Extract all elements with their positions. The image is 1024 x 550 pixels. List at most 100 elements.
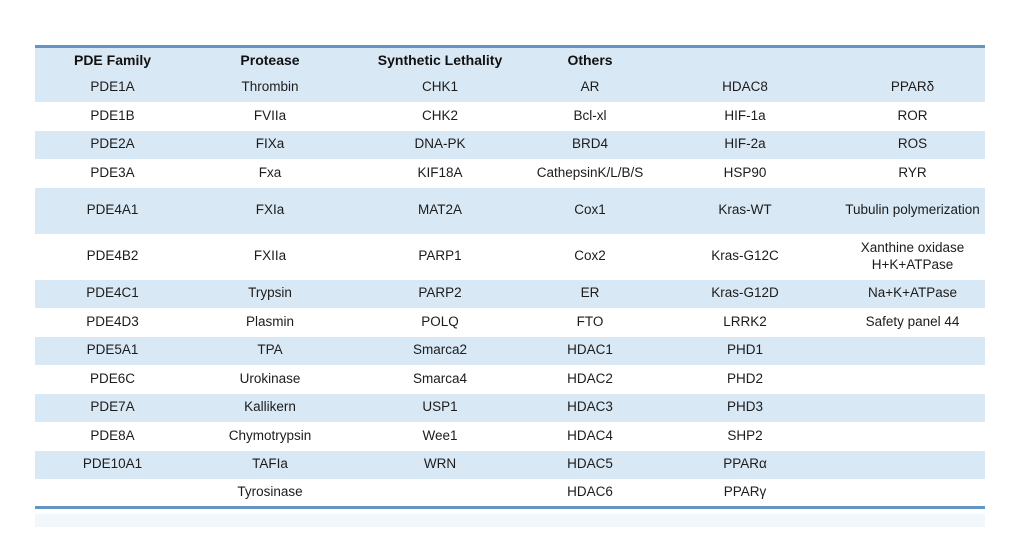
table-row: PDE4D3 Plasmin POLQ FTO LRRK2 Safety panel 44 [35, 308, 985, 337]
table-cell: PDE1B [90, 107, 135, 123]
table-cell: PDE7A [90, 399, 135, 415]
table-cell [840, 422, 985, 451]
table-row: PDE5A1 TPA Smarca2 HDAC1 PHD1 [35, 336, 985, 366]
table-row: PDE4C1 Trypsin PARP2 ER Kras-G12D Na+K+ATPase [35, 279, 985, 308]
table-cell: HDAC6 [567, 484, 613, 500]
table-cell: FXIa [255, 202, 285, 218]
table-row: PDE3A Fxa KIF18A CathepsinK/L/B/S HSP90 RYR [35, 159, 985, 188]
table-cell: HDAC8 [722, 79, 768, 95]
table-cell: FXIIa [253, 248, 287, 264]
table-cell: DNA-PK [414, 136, 466, 152]
table-cell: FVIIa [253, 107, 287, 123]
table-cell: PPARγ [723, 484, 767, 500]
table-cell: Xanthine oxidase H+K+ATPase [860, 239, 965, 272]
table-row: PDE10A1 TAFIa WRN HDAC5 PPARα [35, 450, 985, 480]
table-row: PDE1A Thrombin CHK1 AR HDAC8 PPARδ [35, 73, 985, 102]
column-header-empty-1 [650, 47, 840, 74]
table-row: PDE4A1 FXIa MAT2A Cox1 Kras-WT Tubulin polyme… [35, 187, 985, 234]
table-cell: HIF-2a [724, 136, 766, 152]
column-header-others: Others [567, 52, 613, 68]
table-cell: Tubulin polymerization [845, 202, 980, 218]
table-cell [840, 451, 985, 480]
table-cell: Kras-G12C [711, 248, 779, 264]
table-cell: PDE5A1 [86, 342, 139, 358]
table-cell: CathepsinK/L/B/S [536, 164, 644, 180]
table-cell: ROR [897, 107, 928, 123]
table-cell: ER [580, 285, 600, 301]
table-cell: Kallikern [244, 399, 296, 415]
column-header-synthetic-lethality: Synthetic Lethality [377, 52, 503, 68]
table-cell: PDE2A [90, 136, 135, 152]
table-cell: PDE6C [89, 370, 135, 386]
table-row: Tyrosinase HDAC6 PPARγ [35, 479, 985, 508]
table-cell: PARP2 [418, 285, 462, 301]
table-cell: Cox1 [574, 202, 606, 218]
table-cell: MAT2A [417, 202, 462, 218]
table-cell [35, 479, 190, 508]
table-cell [840, 337, 985, 366]
table-cell: SHP2 [727, 427, 763, 443]
table-cell: Bcl-xl [573, 107, 607, 123]
table-cell: PDE3A [90, 164, 135, 180]
table-cell: HIF-1a [724, 107, 766, 123]
table-cell: PDE4D3 [86, 313, 139, 329]
table-cell: Tyrosinase [237, 484, 303, 500]
table-cell: TPA [257, 342, 283, 358]
table-cell [840, 479, 985, 508]
table-cell: AR [580, 79, 600, 95]
table-row: PDE4B2 FXIIa PARP1 Cox2 Kras-G12C Xanthine ox… [35, 233, 985, 280]
table-cell: PDE8A [90, 427, 135, 443]
header-row: PDE Family Protease Synthetic Lethality … [35, 46, 985, 74]
table-cell: Na+K+ATPase [867, 285, 958, 301]
table-cell [840, 394, 985, 423]
table-row: PDE6C Urokinase Smarca4 HDAC2 PHD2 [35, 365, 985, 394]
table-cell: Urokinase [239, 370, 301, 386]
table-cell: Thrombin [241, 79, 299, 95]
table-cell: HDAC5 [567, 456, 613, 472]
table-cell: PDE4B2 [86, 248, 139, 264]
table-cell: Smarca2 [412, 342, 468, 358]
table-cell: Cox2 [574, 248, 606, 264]
table-cell: KIF18A [417, 164, 463, 180]
table-cell: Chymotrypsin [228, 427, 312, 443]
table-cell: RYR [898, 164, 927, 180]
table-cell: WRN [423, 456, 457, 472]
table-cell: CHK2 [421, 107, 458, 123]
table-cell: PDE4A1 [86, 202, 139, 218]
table-row: PDE2A FIXa DNA-PK BRD4 HIF-2a ROS [35, 130, 985, 159]
table-cell: HDAC1 [567, 342, 613, 358]
table-cell: PDE4C1 [86, 285, 139, 301]
table-cell: Kras-WT [718, 202, 772, 218]
table-cell: PDE1A [90, 79, 135, 95]
table-cell: HSP90 [723, 164, 767, 180]
table-cell: PHD2 [726, 370, 763, 386]
table-cell: PDE10A1 [82, 456, 143, 472]
table-cell: Plasmin [245, 313, 294, 329]
table-cell: CHK1 [421, 79, 458, 95]
table-cell: Wee1 [422, 427, 458, 443]
table-cell: BRD4 [571, 136, 608, 152]
table-cell: POLQ [421, 313, 459, 329]
table-cell: USP1 [422, 399, 458, 415]
table-cell: TAFIa [252, 456, 288, 472]
table-cell: FIXa [255, 136, 285, 152]
table-cell: PPARδ [890, 79, 935, 95]
table-cell: HDAC4 [567, 427, 613, 443]
table-bottom-shadow [35, 514, 985, 527]
table-cell: Trypsin [248, 285, 292, 301]
table-cell: ROS [897, 136, 928, 152]
column-header-pde-family: PDE Family [73, 52, 152, 68]
table-cell: HDAC2 [567, 370, 613, 386]
table-row: PDE8A Chymotrypsin Wee1 HDAC4 SHP2 [35, 422, 985, 451]
table-cell [350, 479, 530, 508]
table-row: PDE7A Kallikern USP1 HDAC3 PHD3 [35, 393, 985, 423]
table-cell: Fxa [258, 164, 282, 180]
column-header-empty-2 [840, 47, 985, 74]
table-cell: PHD1 [726, 342, 763, 358]
targets-table: PDE Family Protease Synthetic Lethality … [35, 45, 985, 509]
table-cell: Kras-G12D [711, 285, 779, 301]
table-cell: Safety panel 44 [865, 313, 960, 329]
table-cell: LRRK2 [723, 313, 767, 329]
table-cell: PARP1 [418, 248, 462, 264]
